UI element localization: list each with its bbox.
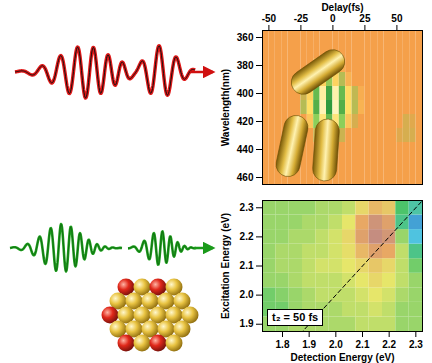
svg-text:2.1: 2.1: [240, 260, 254, 271]
svg-text:2.2: 2.2: [382, 339, 396, 350]
svg-text:50: 50: [391, 13, 403, 24]
svg-text:1.9: 1.9: [240, 318, 254, 329]
svg-text:Wavelength(nm): Wavelength(nm): [220, 69, 231, 146]
svg-text:360: 360: [237, 32, 254, 43]
svg-text:Delay(fs): Delay(fs): [321, 2, 363, 13]
svg-text:1.9: 1.9: [302, 339, 316, 350]
svg-text:2.1: 2.1: [356, 339, 370, 350]
svg-text:380: 380: [237, 60, 254, 71]
svg-text:Detection Energy (eV): Detection Energy (eV): [291, 352, 395, 363]
svg-text:1.8: 1.8: [276, 339, 290, 350]
svg-text:Excitation Energy (eV): Excitation Energy (eV): [220, 213, 231, 319]
svg-text:2.3: 2.3: [409, 339, 423, 350]
svg-text:400: 400: [237, 88, 254, 99]
svg-text:440: 440: [237, 144, 254, 155]
svg-text:2.2: 2.2: [240, 231, 254, 242]
svg-text:460: 460: [237, 172, 254, 183]
svg-text:-50: -50: [262, 13, 277, 24]
svg-text:-25: -25: [294, 13, 309, 24]
svg-text:420: 420: [237, 116, 254, 127]
svg-text:2.0: 2.0: [240, 289, 254, 300]
svg-text:0: 0: [330, 13, 336, 24]
svg-text:2.0: 2.0: [329, 339, 343, 350]
html-text:t₂ = 50 fs: t₂ = 50 fs: [272, 311, 319, 323]
svg-text:25: 25: [359, 13, 371, 24]
svg-text:2.3: 2.3: [240, 202, 254, 213]
